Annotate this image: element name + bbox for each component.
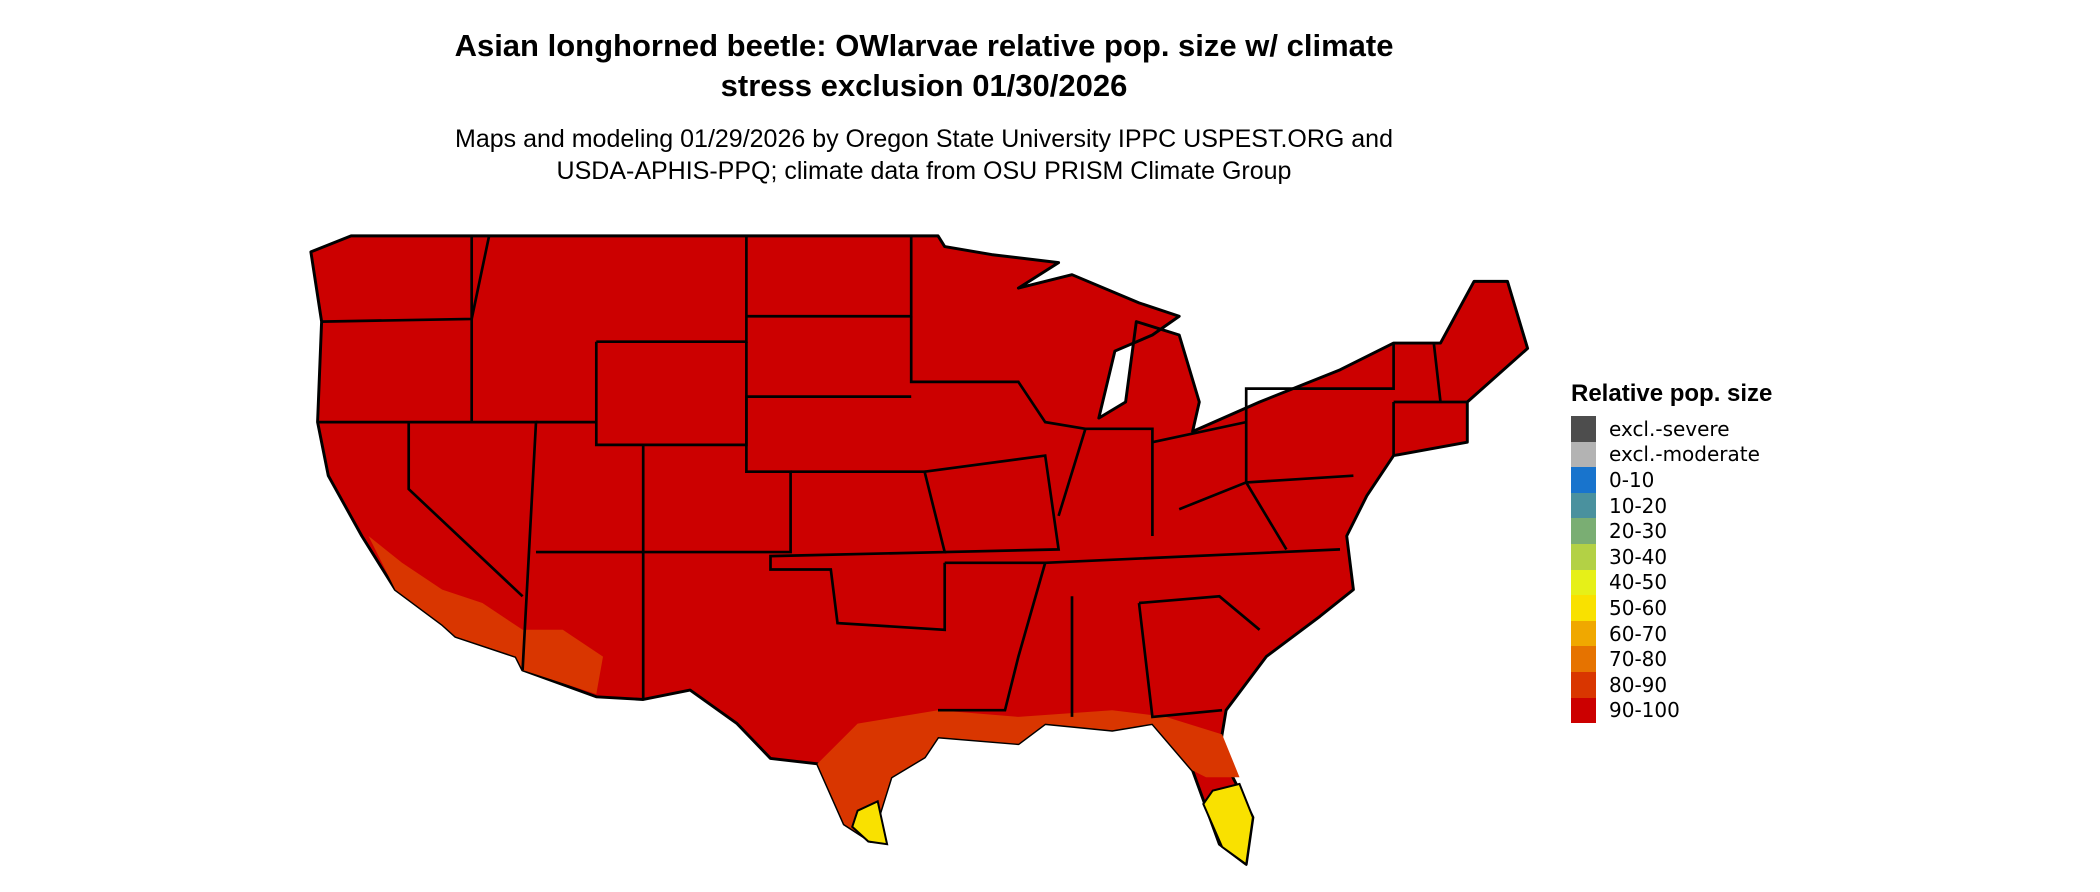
legend-swatch (1571, 467, 1596, 493)
legend-item: 20-30 (1571, 518, 1772, 544)
legend-swatch (1571, 646, 1596, 672)
legend-label: 60-70 (1609, 621, 1668, 646)
region-80-90-gulf (817, 710, 1240, 842)
legend-swatch (1571, 697, 1596, 724)
region-50-60-south-texas (851, 799, 889, 846)
legend-label: 80-90 (1609, 672, 1668, 697)
map-title-line2: stress exclusion 01/30/2026 (720, 68, 1128, 103)
state-borders (317, 235, 1468, 719)
legend-label: 20-30 (1609, 519, 1668, 544)
region-50-60-florida (1202, 782, 1254, 867)
legend-swatch (1571, 492, 1596, 519)
legend-item: 60-70 (1571, 620, 1772, 647)
legend-swatch (1571, 543, 1596, 570)
legend-label: 0-10 (1609, 467, 1655, 492)
legend-item: 90-100 (1571, 697, 1772, 724)
map-subtitle-line2: USDA-APHIS-PPQ; climate data from OSU PR… (556, 157, 1292, 185)
legend-label: 90-100 (1609, 698, 1680, 723)
map-title-line1: Asian longhorned beetle: OWlarvae relati… (454, 28, 1394, 63)
legend-label: 40-50 (1609, 570, 1668, 595)
legend-label: 50-60 (1609, 595, 1668, 620)
legend-swatch (1571, 416, 1596, 442)
legend-label: 10-20 (1609, 493, 1668, 518)
legend-label: 70-80 (1609, 647, 1668, 672)
legend-title: Relative pop. size (1571, 380, 1773, 407)
legend-item: 0-10 (1571, 467, 1772, 493)
legend-item: 10-20 (1571, 492, 1772, 519)
legend-swatch (1571, 441, 1596, 468)
legend-item: excl.-severe (1571, 416, 1772, 442)
legend-item: 40-50 (1571, 569, 1772, 596)
legend-swatch (1571, 620, 1596, 647)
legend-item: 50-60 (1571, 595, 1772, 621)
legend-item: 70-80 (1571, 646, 1772, 672)
us-outline-fill (309, 234, 1530, 866)
legend-item: 80-90 (1571, 671, 1772, 698)
legend-swatch (1571, 671, 1596, 698)
legend-item: excl.-moderate (1571, 441, 1772, 468)
legend-swatch (1571, 595, 1596, 621)
legend-label: excl.-severe (1609, 416, 1730, 441)
legend-label: excl.-moderate (1609, 442, 1760, 467)
region-80-90-southwest (368, 536, 603, 695)
legend-label: 30-40 (1609, 544, 1668, 569)
legend-item: 30-40 (1571, 543, 1772, 570)
legend-swatch (1571, 518, 1596, 544)
map-subtitle-line1: Maps and modeling 01/29/2026 by Oregon S… (455, 125, 1393, 153)
legend-swatch (1571, 569, 1596, 596)
legend: Relative pop. size excl.-severe excl.-mod… (1571, 380, 1773, 724)
